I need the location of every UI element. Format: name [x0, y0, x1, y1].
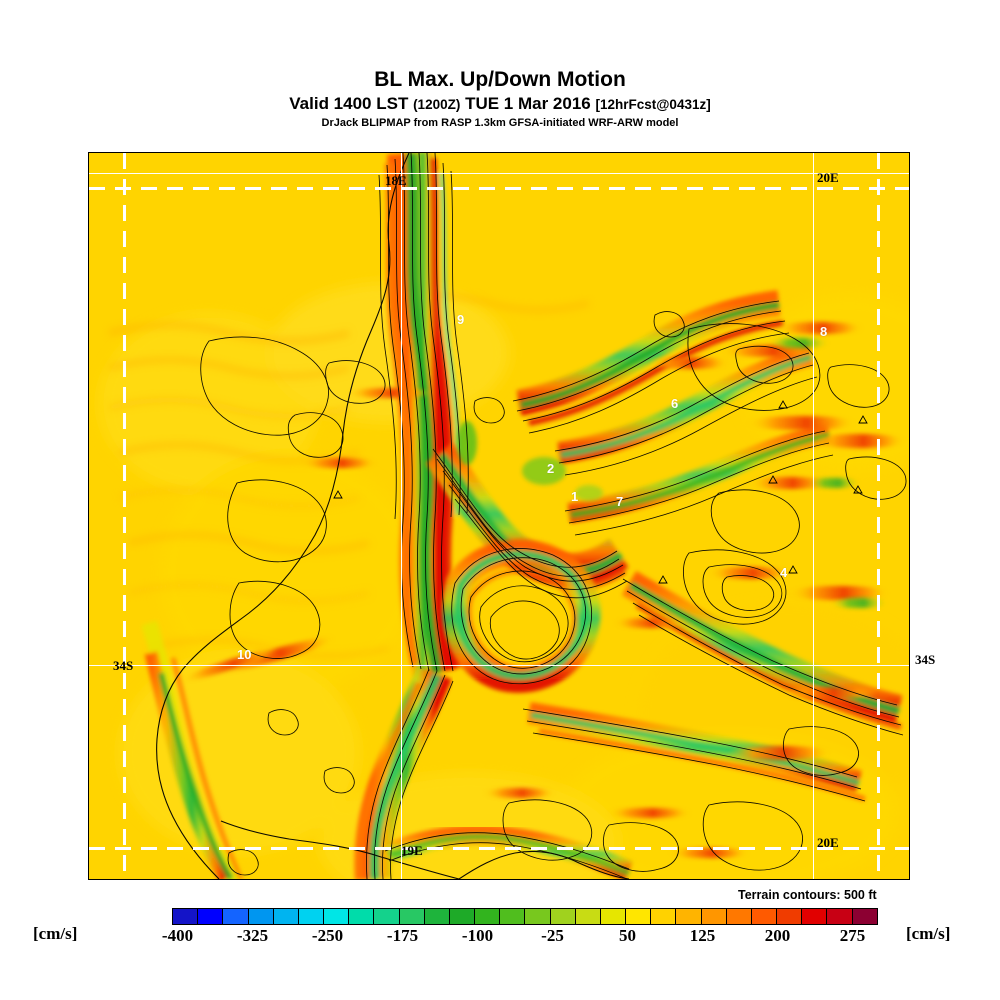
colorbar-segment: [324, 909, 350, 924]
colorbar-segment: [726, 909, 752, 924]
colorbar-segment: [751, 909, 778, 924]
colorbar-segment: [802, 909, 828, 924]
colorbar-segment: [500, 909, 526, 924]
site-marker-6[interactable]: 6: [671, 396, 679, 411]
colorbar-segment: [173, 909, 199, 924]
valid-zulu: (1200Z): [413, 97, 461, 112]
colorbar-tick-label: -100: [461, 926, 494, 945]
gridline-lon-20e: [813, 153, 814, 879]
colorbar-tick-label: -250: [311, 926, 344, 945]
colorbar-gradient[interactable]: [172, 908, 878, 925]
colorbar-segment: [626, 909, 652, 924]
colorbar-segment: [852, 909, 877, 924]
grid-label-20e-bottom: 20E: [817, 835, 839, 850]
valid-date: TUE 1 Mar 2016: [465, 94, 591, 113]
grid-label-18e-top: 18E: [385, 173, 407, 188]
map-canvas[interactable]: 18E 20E 19E 20E 9 2 7 8 6 1 4 10: [88, 152, 910, 880]
domain-box-top: [89, 187, 909, 190]
colorbar-segment: [449, 909, 476, 924]
domain-box-bottom: [89, 847, 909, 850]
colorbar: [cm/s] [cm/s] -400 -325 -250 -175 -100 -25 50 1…: [0, 906, 1000, 966]
colorbar-segment: [198, 909, 224, 924]
colorbar-segment: [600, 909, 627, 924]
colorbar-unit-right: [cm/s]: [906, 924, 951, 943]
site-marker-8[interactable]: 8: [820, 324, 828, 339]
model-subtitle: DrJack BLIPMAP from RASP 1.3km GFSA-init…: [321, 117, 679, 129]
site-marker-9[interactable]: 9: [457, 312, 465, 327]
valid-prefix: Valid 1400 LST: [289, 94, 409, 113]
page-title: BL Max. Up/Down Motion: [374, 68, 626, 91]
valid-time-line: Valid 1400 LST (1200Z) TUE 1 Mar 2016 [1…: [0, 94, 1000, 115]
colorbar-tick-label: -325: [236, 926, 269, 945]
colorbar-segment: [248, 909, 274, 924]
colorbar-unit-left: [cm/s]: [33, 924, 78, 943]
colorbar-segment: [550, 909, 576, 924]
colorbar-tick-label: -175: [386, 926, 419, 945]
site-marker-10[interactable]: 10: [237, 647, 252, 662]
domain-box-left: [123, 153, 126, 879]
colorbar-segment: [273, 909, 299, 924]
colorbar-tick-label: -400: [161, 926, 194, 945]
colorbar-tick-label: 275: [839, 926, 866, 945]
terrain-contour-note: Terrain contours: 500 ft: [738, 888, 877, 902]
colorbar-tick-label: 200: [764, 926, 791, 945]
colorbar-segment: [777, 909, 803, 924]
title-block: BL Max. Up/Down Motion Valid 1400 LST (1…: [0, 0, 1000, 130]
site-marker-7[interactable]: 7: [616, 494, 624, 509]
colorbar-segment: [651, 909, 677, 924]
grid-label-19e-bottom: 19E: [401, 843, 423, 858]
colorbar-segment: [827, 909, 853, 924]
colorbar-segment: [525, 909, 551, 924]
colorbar-tick-label: -25: [541, 926, 564, 945]
gridline-lat-34s: [89, 665, 909, 666]
colorbar-segment: [676, 909, 702, 924]
colorbar-tick-label: 50: [619, 926, 636, 945]
grid-label-20e-top: 20E: [817, 170, 839, 185]
colorbar-segment: [475, 909, 501, 924]
colorbar-segment: [223, 909, 249, 924]
site-marker-2[interactable]: 2: [547, 461, 555, 476]
forecast-tag: [12hrFcst@0431z]: [595, 97, 711, 112]
colorbar-tick-label: 125: [689, 926, 716, 945]
gridline-lon-18e: [401, 153, 402, 879]
colorbar-segment: [424, 909, 450, 924]
site-marker-1[interactable]: 1: [571, 489, 579, 504]
domain-box-right: [877, 153, 880, 879]
colorbar-segment: [374, 909, 400, 924]
edge-label-34s-right: 34S: [915, 652, 936, 667]
colorbar-segment: [349, 909, 375, 924]
colorbar-segment: [575, 909, 601, 924]
weather-field-raster: [89, 153, 909, 879]
colorbar-segment: [399, 909, 425, 924]
edge-label-34s-left: 34S: [113, 658, 134, 673]
colorbar-segment: [701, 909, 727, 924]
gridline-lat-top: [89, 173, 909, 174]
site-marker-4[interactable]: 4: [780, 565, 788, 580]
colorbar-segment: [298, 909, 325, 924]
